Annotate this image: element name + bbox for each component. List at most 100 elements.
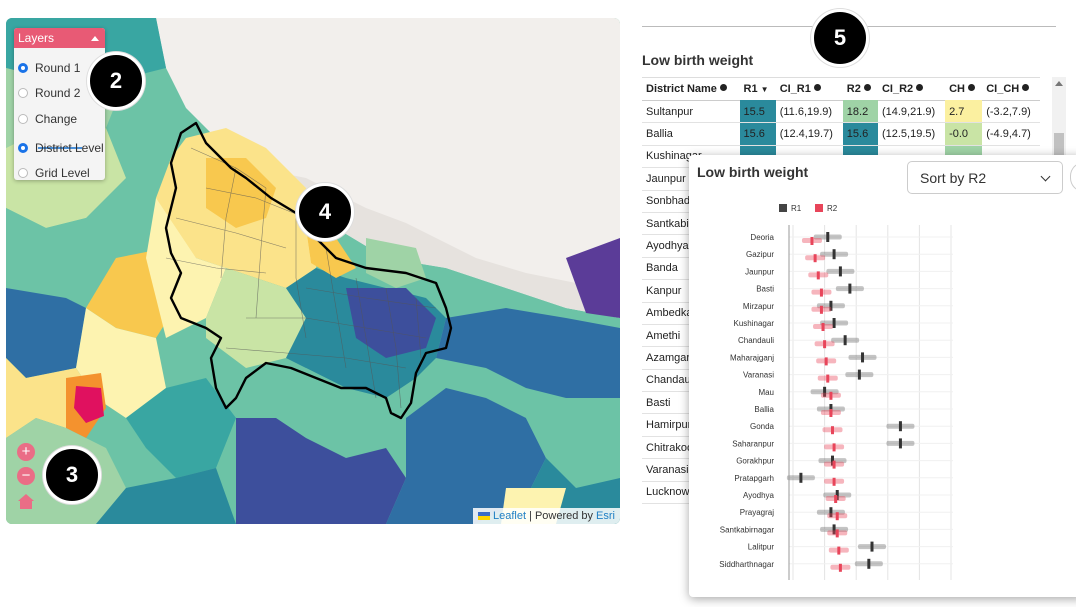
col-ch[interactable]: CH: [945, 77, 983, 102]
col-ci-r2[interactable]: CI_R2: [877, 77, 946, 101]
col-ci-ch[interactable]: CI_CH: [982, 77, 1040, 101]
table-cell: 2.7: [945, 100, 983, 124]
r2-point: [819, 305, 823, 314]
r2-point: [835, 529, 839, 538]
r2-point: [832, 460, 836, 469]
r1-point: [898, 421, 902, 432]
radio-district-level[interactable]: District Level: [18, 141, 104, 155]
sort-dot-icon: [1022, 84, 1030, 91]
col-r1[interactable]: R1 ▼: [739, 77, 776, 102]
radio-selected-icon[interactable]: [18, 63, 28, 73]
r2-point: [837, 546, 841, 555]
zoom-in-button[interactable]: +: [17, 443, 35, 461]
r1-point: [826, 232, 830, 242]
r2-point: [813, 254, 817, 263]
radio-change[interactable]: Change: [18, 112, 77, 126]
r2-point: [832, 443, 836, 452]
sort-dot-icon: [813, 84, 821, 91]
category-label: Mau: [758, 388, 774, 397]
popup-side-handle[interactable]: [1070, 162, 1076, 192]
legend-swatch: [779, 204, 787, 212]
radio-round-1[interactable]: Round 1: [18, 61, 80, 75]
zoom-out-button[interactable]: −: [17, 467, 35, 485]
r1-point: [848, 283, 852, 294]
sort-dot-icon: [967, 83, 975, 91]
table-title: Low birth weight: [642, 52, 754, 68]
r1-point: [835, 490, 839, 500]
scroll-thumb[interactable]: [1054, 133, 1064, 157]
legend-label: R2: [827, 204, 838, 213]
sort-dot-icon: [863, 83, 871, 91]
table-cell: (12.4,19.7): [775, 122, 843, 146]
table-cell: 15.5: [739, 100, 776, 124]
chevron-down-icon: [1040, 171, 1051, 182]
table-cell: (-4.9,4.7): [982, 122, 1040, 146]
esri-link[interactable]: Esri: [596, 510, 615, 522]
dot-plot-chart: R1 R2 Deoria Gazipur Jaunpur Basti Mirzapur Kus…: [719, 204, 953, 580]
category-label: Siddharthnagar: [719, 560, 774, 569]
r2-point: [838, 563, 842, 572]
r1-point: [799, 472, 803, 483]
r1-point: [843, 335, 847, 346]
r2-point: [829, 391, 833, 400]
callout-badge-3: 3: [43, 446, 101, 504]
r2-point: [826, 374, 830, 383]
sort-select[interactable]: Sort by R2: [907, 161, 1063, 194]
radio-icon[interactable]: [18, 168, 28, 178]
home-icon[interactable]: [16, 492, 36, 510]
category-label: Pratapgarh: [734, 474, 774, 483]
r1-point: [867, 558, 871, 569]
scroll-up-icon[interactable]: [1055, 81, 1063, 86]
r1-point: [823, 386, 827, 397]
layers-header[interactable]: Layers: [14, 28, 105, 48]
category-label: Kushinagar: [734, 319, 775, 328]
category-label: Saharanpur: [732, 439, 774, 448]
category-label: Ayodhya: [743, 491, 775, 500]
table-cell: (11.6,19.9): [775, 100, 843, 124]
category-label: Gorakhpur: [736, 457, 774, 466]
r2-point: [819, 288, 823, 297]
map-attribution: Leaflet | Powered by Esri: [473, 508, 620, 524]
r2-point: [824, 357, 828, 366]
col-ci-r1[interactable]: CI_R1: [775, 77, 843, 101]
table-row[interactable]: Ballia 15.6 (12.4,19.7) 15.6 (12.5,19.5) -0.0…: [642, 122, 1040, 146]
dotplot-popup: Low birth weight Sort by R2 R1 R2 Deoria Ga…: [689, 155, 1076, 597]
radio-icon[interactable]: [18, 114, 28, 124]
table-cell: Ballia: [642, 122, 740, 146]
category-label: Gonda: [750, 422, 775, 431]
r1-point: [838, 266, 842, 277]
category-label: Ballia: [754, 405, 774, 414]
r2-point: [821, 323, 825, 331]
sort-dot-icon: [916, 84, 924, 91]
r2-point: [810, 237, 814, 245]
category-label: Mirzapur: [743, 302, 774, 311]
table-row[interactable]: Sultanpur 15.5 (11.6,19.9) 18.2 (14.9,21.9) 2…: [642, 100, 1040, 124]
radio-icon[interactable]: [18, 88, 28, 98]
ukraine-flag-icon: [478, 512, 490, 520]
layers-control: Layers Round 1 Round 2 Change District L…: [14, 28, 105, 180]
r2-point: [816, 271, 820, 280]
table-scrollbar[interactable]: [1052, 77, 1066, 157]
r1-point: [861, 352, 865, 363]
r2-point: [823, 340, 827, 349]
table-cell: 18.2: [842, 100, 878, 124]
callout-badge-5: 5: [811, 9, 869, 67]
callout-badge-4: 4: [296, 183, 354, 241]
radio-grid-level[interactable]: Grid Level: [18, 166, 90, 180]
table-cell: 15.6: [842, 122, 878, 146]
layers-separator: [38, 147, 82, 149]
col-district-name[interactable]: District Name: [642, 77, 740, 101]
legend-label: R1: [791, 204, 802, 213]
r2-point: [832, 477, 836, 486]
radio-selected-icon[interactable]: [18, 143, 28, 153]
r2-point: [829, 409, 833, 417]
leaflet-link[interactable]: Leaflet: [493, 510, 527, 522]
sort-desc-icon: ▼: [760, 84, 769, 94]
legend-swatch: [815, 204, 823, 212]
r1-point: [857, 369, 861, 380]
radio-round-2[interactable]: Round 2: [18, 86, 80, 100]
collapse-caret-icon[interactable]: [91, 35, 99, 41]
col-r2[interactable]: R2: [842, 77, 878, 102]
category-label: Deoria: [750, 233, 774, 242]
map-panel[interactable]: Layers Round 1 Round 2 Change District L…: [6, 18, 620, 524]
